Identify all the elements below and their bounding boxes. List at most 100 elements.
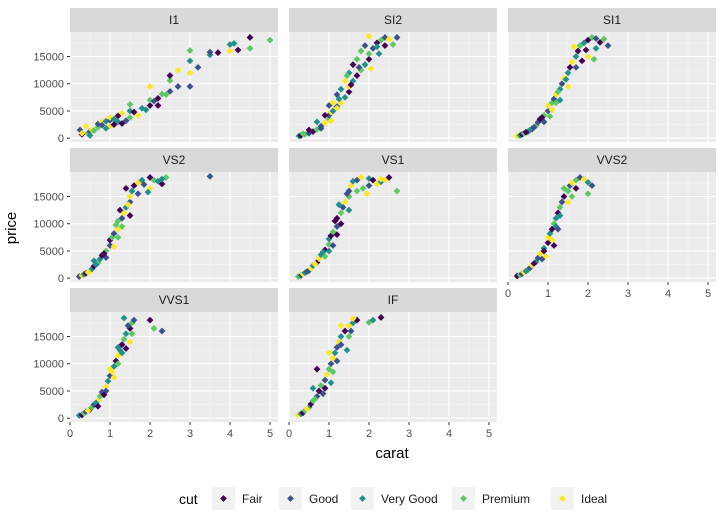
data-point — [102, 124, 110, 132]
data-point — [331, 217, 339, 225]
data-point — [327, 117, 335, 125]
data-point — [321, 111, 329, 119]
data-point — [174, 83, 182, 90]
data-point — [134, 111, 142, 119]
data-point — [353, 187, 361, 195]
data-point — [365, 50, 373, 58]
y-tick-label: 0 — [58, 133, 64, 145]
data-point — [381, 176, 389, 184]
data-point — [558, 80, 566, 88]
legend-symbol — [460, 495, 467, 502]
x-tick-label: 3 — [625, 288, 631, 300]
data-point — [100, 391, 108, 399]
x-tick-label: 2 — [366, 428, 372, 440]
data-point — [572, 64, 580, 71]
data-point — [325, 349, 333, 357]
strip-label-vs2: VS2 — [163, 153, 186, 167]
data-point — [78, 129, 86, 137]
x-tick-label: 2 — [147, 428, 153, 440]
x-tick-label: 0 — [286, 428, 292, 440]
x-tick-label: 2 — [585, 288, 591, 300]
data-point — [333, 357, 341, 365]
strip-si2 — [289, 8, 497, 32]
y-tick-label: 0 — [58, 273, 64, 285]
data-point — [327, 360, 335, 368]
data-point — [365, 182, 373, 190]
data-point — [98, 121, 106, 129]
y-tick-label: 5000 — [40, 106, 64, 118]
data-point — [353, 72, 361, 79]
data-point — [548, 236, 556, 244]
legend-item-very-good: Very Good — [351, 487, 438, 510]
data-point — [353, 55, 361, 63]
data-point — [393, 34, 401, 41]
legend-symbol — [359, 495, 366, 502]
data-point — [337, 322, 345, 330]
data-point — [162, 91, 170, 99]
legend-item-premium: Premium — [452, 487, 530, 510]
data-point — [341, 93, 349, 101]
data-point — [381, 42, 389, 50]
data-point — [144, 188, 152, 196]
data-point — [321, 119, 329, 127]
strip-label-si2: SI2 — [384, 13, 402, 27]
data-point — [154, 95, 162, 102]
data-point — [116, 206, 124, 214]
panel-i1: I1 0 5000 10000 15000 — [33, 8, 278, 145]
data-point — [361, 61, 369, 69]
legend-label: Fair — [242, 492, 263, 506]
data-point — [389, 41, 397, 48]
data-point — [122, 345, 130, 352]
data-point — [554, 88, 562, 96]
data-point — [349, 61, 357, 69]
data-point — [206, 172, 214, 180]
strip-vs1 — [289, 148, 497, 172]
strip-label-vvs2: VVS2 — [597, 153, 628, 167]
data-point — [357, 174, 365, 181]
data-point — [166, 72, 174, 79]
data-point — [566, 64, 574, 71]
y-tick-label: 15000 — [33, 52, 64, 64]
data-point — [562, 75, 570, 83]
panel-background — [289, 172, 497, 282]
data-point — [564, 83, 572, 90]
data-point — [146, 83, 154, 90]
data-point — [186, 69, 194, 77]
strip-vvs1 — [70, 288, 278, 312]
data-point — [522, 128, 530, 136]
data-point — [94, 402, 102, 410]
legend-label: Good — [309, 492, 338, 506]
data-point — [126, 338, 134, 346]
data-point — [166, 87, 174, 95]
data-point — [568, 193, 576, 200]
data-point — [564, 69, 572, 77]
data-point — [114, 233, 122, 241]
y-axis-title: price — [3, 212, 20, 245]
data-point — [110, 373, 118, 381]
x-axis-title: carat — [375, 445, 409, 462]
data-point — [174, 66, 182, 74]
data-point — [369, 316, 377, 324]
data-point — [142, 106, 150, 114]
data-point — [186, 57, 194, 65]
data-point — [333, 104, 341, 112]
data-point — [84, 268, 92, 276]
strip-vvs2 — [508, 148, 716, 172]
data-point — [158, 90, 166, 98]
data-point — [309, 384, 317, 392]
strip-label-si1: SI1 — [603, 13, 621, 27]
data-point — [365, 32, 373, 40]
data-point — [146, 102, 154, 109]
data-point — [556, 96, 564, 104]
panel-background — [70, 312, 278, 422]
data-point — [335, 201, 343, 209]
panel-if: IF 0 1 2 3 4 5 — [286, 288, 497, 440]
data-point — [120, 335, 128, 343]
x-tick-label: 5 — [267, 428, 273, 440]
strip-si1 — [508, 8, 716, 32]
data-point — [313, 118, 321, 126]
strip-label-vs1: VS1 — [382, 153, 405, 167]
data-point — [150, 324, 158, 332]
panel-background — [70, 172, 278, 282]
